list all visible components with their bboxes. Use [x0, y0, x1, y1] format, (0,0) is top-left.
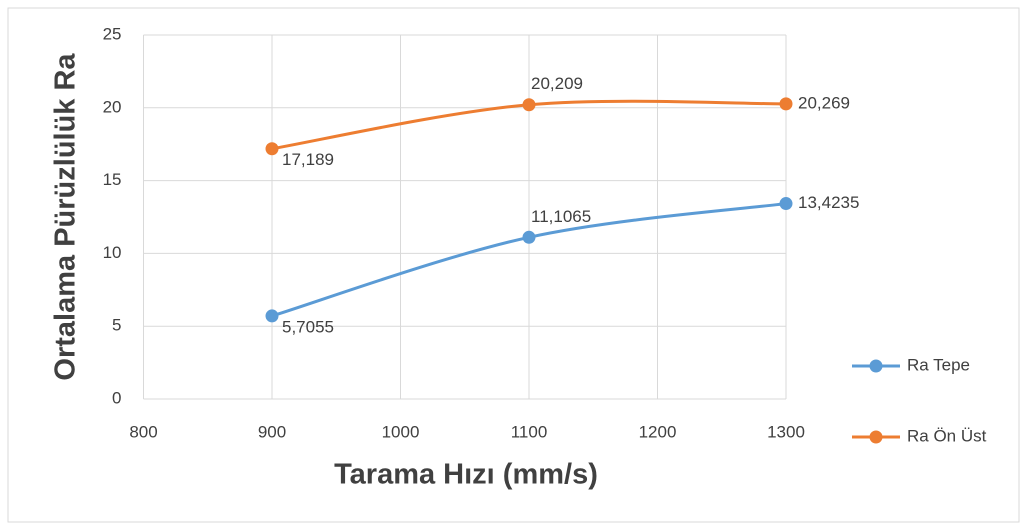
- legend-label: Ra Tepe: [907, 355, 970, 374]
- legend-marker: [869, 430, 883, 444]
- y-tick-label: 15: [103, 170, 122, 189]
- x-axis-title: Tarama Hızı (mm/s): [334, 459, 598, 491]
- y-tick-label: 5: [112, 316, 121, 335]
- x-tick-label: 900: [258, 422, 286, 441]
- data-point: [522, 230, 536, 244]
- data-label: 11,1065: [531, 207, 591, 226]
- legend-label: Ra Ön Üst: [907, 426, 987, 445]
- data-label: 20,209: [531, 74, 583, 93]
- data-point: [779, 97, 793, 111]
- y-tick-label: 20: [103, 97, 122, 116]
- x-tick-label: 800: [129, 422, 157, 441]
- x-tick-label: 1300: [767, 422, 805, 441]
- data-label: 5,7055: [282, 317, 334, 336]
- data-point: [522, 98, 536, 112]
- x-tick-label: 1000: [382, 422, 420, 441]
- y-tick-label: 25: [103, 24, 122, 43]
- y-tick-label: 10: [103, 243, 122, 262]
- data-label: 20,269: [798, 93, 850, 112]
- data-point: [265, 142, 279, 156]
- legend-marker: [869, 359, 883, 373]
- data-point: [779, 197, 793, 211]
- x-tick-label: 1100: [511, 422, 548, 441]
- data-point: [265, 309, 279, 323]
- y-axis-title: Ortalama Pürüzlülük Ra: [50, 53, 82, 381]
- data-label: 13,4235: [798, 193, 859, 212]
- chart-frame: [7, 7, 1020, 523]
- y-tick-label: 0: [112, 388, 121, 407]
- x-tick-label: 1200: [639, 422, 677, 441]
- data-label: 17,189: [282, 150, 334, 169]
